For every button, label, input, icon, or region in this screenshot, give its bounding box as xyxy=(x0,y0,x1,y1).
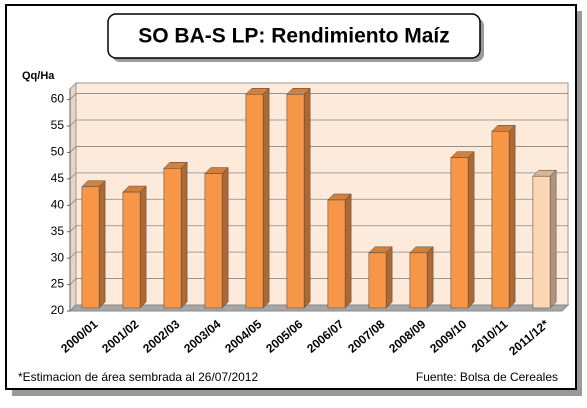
y-tick-label: 30 xyxy=(51,250,65,264)
y-tick-label: 60 xyxy=(51,92,65,106)
grid-line xyxy=(69,278,568,285)
bar xyxy=(368,252,387,309)
side-wall xyxy=(69,81,77,313)
grid-line xyxy=(69,93,568,100)
grid-line xyxy=(69,146,568,153)
bar-side xyxy=(262,87,270,309)
y-tick-label: 50 xyxy=(51,145,65,159)
bar-side xyxy=(508,124,516,309)
y-tick-label: 40 xyxy=(51,197,65,211)
bar xyxy=(532,175,551,309)
bar-side xyxy=(139,185,147,309)
y-tick-label: 55 xyxy=(51,118,65,132)
grid-line xyxy=(69,304,568,312)
bar-side xyxy=(344,193,352,309)
bar-side xyxy=(385,246,393,309)
y-tick-label: 45 xyxy=(51,171,65,185)
bar xyxy=(327,199,346,309)
footnote: *Estimacion de área sembrada al 26/07/20… xyxy=(18,370,258,384)
grid-line xyxy=(69,172,568,180)
bar-side xyxy=(221,166,229,309)
bar xyxy=(245,94,264,309)
bar-side xyxy=(467,151,475,309)
grid-line xyxy=(69,225,568,232)
bar xyxy=(409,252,428,309)
y-tick-label: 25 xyxy=(51,277,65,291)
y-tick-label: 35 xyxy=(51,224,65,238)
chart-title: SO BA-S LP: Rendimiento Maíz xyxy=(138,25,450,48)
bar xyxy=(163,168,182,309)
bar-side xyxy=(303,87,311,309)
bar-side xyxy=(180,161,188,309)
title-box xyxy=(107,13,481,59)
bar-side xyxy=(426,246,434,309)
bar-side xyxy=(549,169,557,309)
bar xyxy=(204,173,223,309)
y-axis-label: Qq/Ha xyxy=(22,70,55,82)
bar xyxy=(286,94,305,309)
grid-line xyxy=(69,119,568,127)
source: Fuente: Bolsa de Cereales xyxy=(416,370,558,384)
bar xyxy=(450,157,469,309)
y-tick-label: 20 xyxy=(51,303,65,317)
grid-line xyxy=(69,251,568,259)
bar xyxy=(491,131,510,309)
bar xyxy=(81,186,100,309)
bar-side xyxy=(98,180,106,309)
grid-line xyxy=(69,198,568,206)
bar xyxy=(122,191,141,309)
